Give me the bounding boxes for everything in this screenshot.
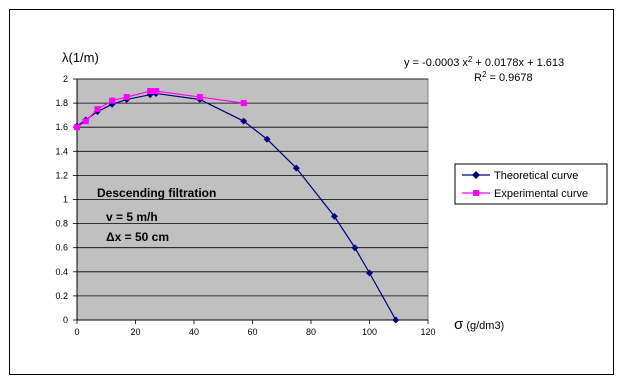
x-axis-title-unit: (g/dm3) [463,320,504,332]
trendline-equation: y = -0.0003 x2 + 0.0178x + 1.613 [404,55,564,69]
experimental-point [109,98,115,104]
legend-label-theoretical: Theoretical curve [494,170,578,182]
experimental-point [74,124,80,130]
y-tick-label: 0 [63,315,68,325]
y-tick-label: 1 [63,195,68,205]
legend-label-experimental: Experimental curve [494,188,588,200]
experimental-point [83,118,89,124]
y-tick-label: 1.2 [55,170,68,180]
equation-rest: + 0.0178x + 1.613 [472,57,564,69]
annotation-line-3: Δx = 50 cm [106,230,169,244]
experimental-point [94,106,100,112]
r-squared-rest: = 0.9678 [486,72,532,84]
equation-main: y = -0.0003 x [404,57,468,69]
x-tick-label: 80 [306,327,316,337]
annotation-line-2: v = 5 m/h [106,210,158,224]
experimental-point [241,100,247,106]
r-squared-main: R [474,72,482,84]
y-tick-label: 1.6 [55,122,68,132]
x-tick-label: 60 [247,327,257,337]
y-tick-label: 1.4 [55,146,68,156]
y-tick-label: 1.8 [55,98,68,108]
annotation-line-1: Descending filtration [97,186,216,200]
x-tick-label: 40 [189,327,199,337]
y-tick-label: 0.6 [55,243,68,253]
r-squared: R2 = 0.9678 [474,70,533,84]
legend: Theoretical curve Experimental curve [455,164,607,204]
y-axis-title: λ(1/m) [62,50,99,65]
experimental-point [197,94,203,100]
experimental-point [153,88,159,94]
x-tick-label: 20 [130,327,140,337]
experimental-point [147,88,153,94]
x-tick-label: 120 [420,327,435,337]
experimental-point [124,94,130,100]
y-tick-label: 0.4 [55,267,68,277]
y-tick-label: 0.2 [55,291,68,301]
x-axis-title: σ (g/dm3) [454,316,504,333]
legend-marker-experimental [473,190,479,196]
x-tick-label: 100 [362,327,377,337]
y-tick-label: 2 [63,74,68,84]
y-tick-label: 0.8 [55,219,68,229]
x-tick-label: 0 [74,327,79,337]
